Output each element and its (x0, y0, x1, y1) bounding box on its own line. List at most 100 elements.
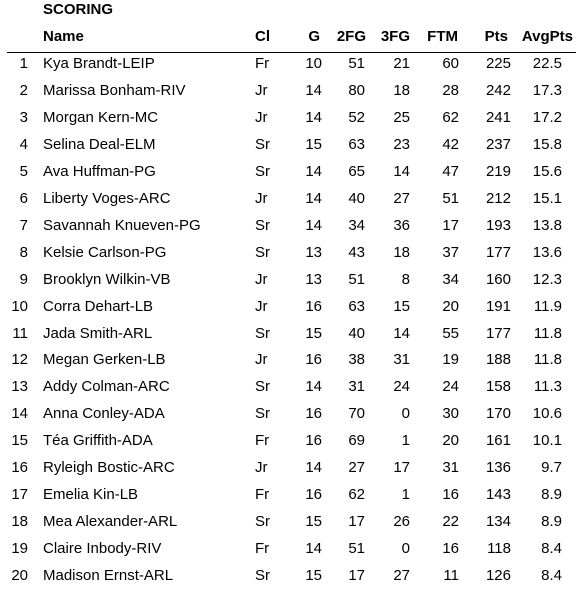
table-row: 4 Selina Deal-ELM Sr 15 63 23 42 237 15.8 (0, 132, 583, 159)
player-name-cell: Brooklyn Wilkin-VB (43, 270, 171, 288)
table-row: 1 Kya Brandt-LEIP Fr 10 51 21 60 225 22.5 (0, 51, 583, 78)
two-point-fg-cell: 62 (348, 486, 365, 504)
free-throws-made-cell: 20 (442, 297, 459, 315)
class-cell: Sr (255, 567, 270, 585)
average-points-cell: 8.4 (541, 540, 562, 558)
three-point-fg-cell: 15 (393, 297, 410, 315)
three-point-fg-cell: 24 (393, 378, 410, 396)
column-header-games: G (308, 28, 320, 45)
table-row: 11 Jada Smith-ARL Sr 15 40 14 55 177 11.8 (0, 321, 583, 348)
two-point-fg-cell: 80 (348, 81, 365, 99)
average-points-cell: 11.8 (533, 324, 562, 342)
table-row: 10 Corra Dehart-LB Jr 16 63 15 20 191 11.9 (0, 294, 583, 321)
class-cell: Fr (255, 540, 270, 558)
average-points-cell: 15.6 (532, 162, 562, 180)
free-throws-made-cell: 47 (442, 162, 459, 180)
points-cell: 225 (485, 55, 511, 72)
player-name-cell: Ryleigh Bostic-ARC (43, 459, 175, 477)
table-row: 5 Ava Huffman-PG Sr 14 65 14 47 219 15.6 (0, 159, 583, 186)
average-points-cell: 12.3 (532, 270, 562, 288)
player-name-cell: Morgan Kern-MC (43, 108, 159, 126)
class-cell: Jr (255, 270, 268, 288)
two-point-fg-cell: 51 (348, 540, 365, 558)
games-cell: 16 (305, 432, 322, 450)
rank-cell: 16 (11, 459, 28, 477)
player-name-cell: Kya Brandt-LEIP (43, 55, 155, 72)
free-throws-made-cell: 20 (442, 432, 459, 450)
two-point-fg-cell: 70 (348, 405, 365, 423)
table-row: 14 Anna Conley-ADA Sr 16 70 0 30 170 10.6 (0, 401, 583, 428)
free-throws-made-cell: 19 (442, 351, 459, 369)
rank-cell: 14 (11, 405, 28, 423)
rank-cell: 13 (11, 378, 28, 396)
average-points-cell: 8.9 (541, 486, 562, 504)
three-point-fg-cell: 26 (393, 513, 410, 531)
player-name-cell: Kelsie Carlson-PG (43, 243, 167, 261)
free-throws-made-cell: 31 (442, 459, 459, 477)
player-name-cell: Emelia Kin-LB (43, 486, 139, 504)
points-cell: 241 (485, 108, 511, 126)
points-cell: 242 (485, 81, 511, 99)
points-cell: 161 (485, 432, 511, 450)
average-points-cell: 17.3 (532, 81, 562, 99)
two-point-fg-cell: 17 (348, 513, 365, 531)
table-row: 6 Liberty Voges-ARC Jr 14 40 27 51 212 15.1 (0, 186, 583, 213)
two-point-fg-cell: 52 (348, 108, 365, 126)
free-throws-made-cell: 34 (442, 270, 459, 288)
class-cell: Fr (255, 55, 270, 72)
two-point-fg-cell: 63 (348, 297, 365, 315)
table-row: 20 Madison Ernst-ARL Sr 15 17 27 11 126 8.4 (0, 563, 583, 590)
points-cell: 193 (485, 216, 511, 234)
three-point-fg-cell: 0 (401, 405, 410, 423)
points-cell: 212 (485, 189, 511, 207)
class-cell: Jr (255, 189, 268, 207)
free-throws-made-cell: 22 (442, 513, 459, 531)
player-name-cell: Mea Alexander-ARL (43, 513, 178, 531)
class-cell: Sr (255, 513, 270, 531)
class-cell: Sr (255, 135, 270, 153)
average-points-cell: 13.6 (532, 243, 562, 261)
average-points-cell: 15.8 (532, 135, 562, 153)
average-points-cell: 13.8 (532, 216, 562, 234)
average-points-cell: 8.9 (541, 513, 562, 531)
table-row: 2 Marissa Bonham-RIV Jr 14 80 18 28 242 17.3 (0, 78, 583, 105)
three-point-fg-cell: 1 (401, 432, 410, 450)
games-cell: 13 (305, 243, 322, 261)
two-point-fg-cell: 31 (348, 378, 365, 396)
column-header-average-points: AvgPts (521, 28, 573, 45)
class-cell: Sr (255, 378, 270, 396)
player-name-cell: Megan Gerken-LB (43, 351, 166, 369)
free-throws-made-cell: 51 (442, 189, 459, 207)
two-point-fg-cell: 40 (348, 189, 365, 207)
three-point-fg-cell: 18 (393, 81, 410, 99)
games-cell: 14 (305, 162, 322, 180)
rank-cell: 12 (11, 351, 28, 369)
table-row: 18 Mea Alexander-ARL Sr 15 17 26 22 134 8.9 (0, 509, 583, 536)
games-cell: 16 (305, 351, 322, 369)
games-cell: 14 (305, 108, 322, 126)
column-header-name: Name (43, 28, 84, 45)
games-cell: 15 (305, 513, 322, 531)
class-cell: Jr (255, 108, 268, 126)
three-point-fg-cell: 18 (393, 243, 410, 261)
class-cell: Fr (255, 432, 270, 450)
two-point-fg-cell: 51 (348, 270, 365, 288)
points-cell: 134 (485, 513, 511, 531)
three-point-fg-cell: 14 (393, 324, 410, 342)
rank-cell: 18 (11, 513, 28, 531)
games-cell: 14 (305, 459, 322, 477)
player-name-cell: Jada Smith-ARL (43, 324, 153, 342)
column-header-2fg: 2FG (336, 28, 366, 45)
player-name-cell: Liberty Voges-ARC (43, 189, 171, 207)
player-name-cell: Madison Ernst-ARL (43, 567, 174, 585)
rank-cell: 5 (19, 162, 28, 180)
rank-cell: 8 (19, 243, 28, 261)
class-cell: Sr (255, 405, 270, 423)
three-point-fg-cell: 27 (393, 189, 410, 207)
class-cell: Jr (255, 459, 268, 477)
player-name-cell: Corra Dehart-LB (43, 297, 154, 315)
two-point-fg-cell: 65 (348, 162, 365, 180)
two-point-fg-cell: 43 (348, 243, 365, 261)
two-point-fg-cell: 17 (348, 567, 365, 585)
points-cell: 170 (485, 405, 511, 423)
